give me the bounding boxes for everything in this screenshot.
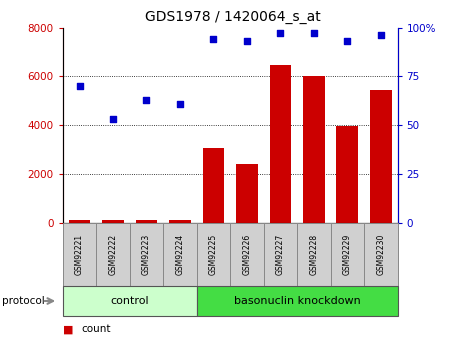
Text: ■: ■: [63, 325, 73, 334]
Text: GSM92229: GSM92229: [343, 234, 352, 275]
Text: control: control: [110, 296, 149, 306]
Point: [210, 37, 217, 42]
Text: GSM92225: GSM92225: [209, 234, 218, 275]
Bar: [337, 126, 358, 223]
Point: [277, 31, 284, 36]
Text: protocol: protocol: [2, 296, 45, 306]
Point: [109, 117, 117, 122]
Text: GDS1978 / 1420064_s_at: GDS1978 / 1420064_s_at: [145, 10, 320, 24]
Text: basonuclin knockdown: basonuclin knockdown: [234, 296, 360, 306]
Text: GSM92226: GSM92226: [242, 234, 252, 275]
Bar: [69, 220, 90, 223]
Text: GSM92228: GSM92228: [309, 234, 319, 275]
Point: [344, 39, 351, 44]
Point: [176, 101, 184, 106]
Point: [310, 31, 318, 36]
Text: count: count: [81, 325, 111, 334]
Text: GSM92222: GSM92222: [108, 234, 118, 275]
Point: [143, 97, 150, 102]
Text: GSM92223: GSM92223: [142, 234, 151, 275]
Bar: [136, 220, 157, 223]
Bar: [370, 90, 392, 223]
Text: GSM92227: GSM92227: [276, 234, 285, 275]
Bar: [236, 164, 258, 223]
Bar: [270, 65, 291, 223]
Text: GSM92221: GSM92221: [75, 234, 84, 275]
Bar: [303, 76, 325, 223]
Bar: [203, 148, 224, 223]
Point: [243, 39, 251, 44]
Text: GSM92224: GSM92224: [175, 234, 185, 275]
Point: [76, 83, 83, 89]
Point: [377, 33, 385, 38]
Bar: [169, 220, 191, 223]
Text: GSM92230: GSM92230: [376, 234, 385, 275]
Bar: [102, 220, 124, 223]
